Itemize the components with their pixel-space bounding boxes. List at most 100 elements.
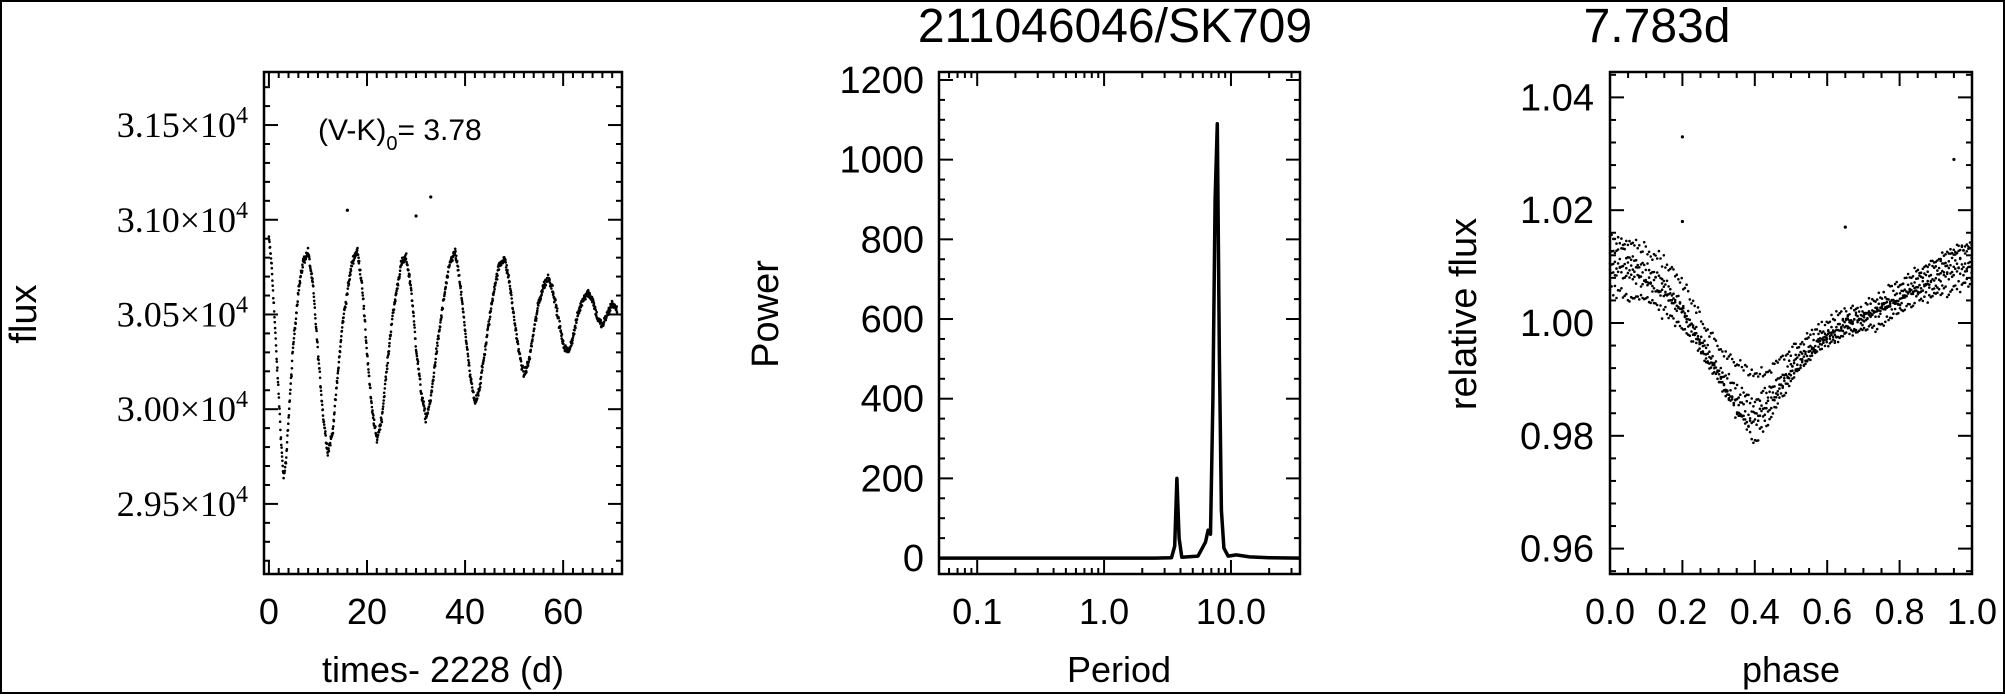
phase-folded-point bbox=[1778, 358, 1781, 361]
phase-folded-point bbox=[1906, 272, 1910, 276]
phase-folded-point bbox=[1729, 389, 1732, 392]
light-curve-point bbox=[359, 268, 362, 272]
flux-tick-times: ×10 bbox=[180, 389, 236, 429]
light-curve-point bbox=[291, 350, 295, 354]
phase-folded-point bbox=[1817, 322, 1820, 326]
light-curve-point bbox=[435, 341, 439, 345]
phase-folded-point bbox=[1809, 333, 1812, 337]
phase-folded-point bbox=[1711, 331, 1714, 335]
phase-folded-point bbox=[1740, 386, 1744, 390]
light-curve-point bbox=[468, 364, 471, 367]
light-curve-point bbox=[337, 360, 341, 364]
phase-folded-point bbox=[1955, 262, 1959, 266]
phase-folded-point bbox=[1869, 314, 1872, 318]
phase-folded-point bbox=[1636, 263, 1639, 267]
phase-folded-point bbox=[1945, 272, 1949, 276]
phase-folded-point bbox=[1686, 325, 1690, 328]
light-curve-point bbox=[559, 329, 563, 332]
phase-folded-point bbox=[1968, 260, 1972, 264]
light-curve-point bbox=[319, 386, 323, 389]
phase-folded-point bbox=[1612, 262, 1615, 266]
phase-folded-point bbox=[1836, 313, 1840, 317]
phase-folded-point bbox=[1626, 271, 1630, 275]
phase-folded-point bbox=[1628, 276, 1631, 279]
light-curve-point bbox=[348, 278, 352, 281]
light-curve-ticks bbox=[264, 72, 622, 574]
phase-folded-point bbox=[1673, 275, 1677, 278]
phase-folded-point bbox=[1724, 350, 1727, 353]
light-curve-point bbox=[408, 273, 411, 277]
light-curve-point bbox=[372, 414, 375, 417]
phase-folded-point bbox=[1699, 320, 1703, 323]
phase-folded-point bbox=[1827, 344, 1830, 348]
phase-folded-point bbox=[1765, 401, 1768, 405]
phase-folded-point bbox=[1919, 297, 1923, 301]
phase-folded-point bbox=[1646, 296, 1649, 299]
light-curve-point bbox=[312, 299, 316, 303]
light-curve-point bbox=[553, 300, 556, 304]
phase-folded-point bbox=[1690, 302, 1693, 305]
light-curve-point bbox=[482, 358, 486, 362]
phase-folded-point bbox=[1967, 285, 1970, 288]
phase-folded-point bbox=[1646, 253, 1649, 256]
light-curve-point bbox=[584, 298, 587, 301]
phase-folded-point bbox=[1721, 350, 1724, 353]
light-curve-point bbox=[398, 275, 401, 278]
phase-folded-point bbox=[1654, 302, 1657, 305]
phase-folded-point bbox=[1706, 361, 1709, 365]
light-curve-point bbox=[488, 318, 491, 321]
phase-folded-point bbox=[1763, 373, 1767, 376]
phase-folded-point bbox=[1954, 267, 1957, 271]
light-curve-point bbox=[517, 347, 520, 351]
phase-folded-point bbox=[1937, 266, 1941, 270]
flux-tick-label: 3.10×104 bbox=[117, 198, 248, 240]
phase-folded-point bbox=[1924, 283, 1928, 287]
phase-folded-point bbox=[1844, 318, 1848, 322]
light-curve-point bbox=[544, 283, 548, 287]
light-curve-point bbox=[592, 302, 596, 306]
light-curve-point bbox=[494, 281, 498, 284]
phase-folded-point bbox=[1719, 348, 1723, 351]
phase-tick-labels: 0.0 0.2 0.4 0.6 0.8 1.0 bbox=[1585, 591, 1997, 632]
phase-folded-point bbox=[1929, 273, 1933, 277]
phase-folded-point bbox=[1825, 336, 1828, 340]
phase-folded-point bbox=[1967, 245, 1970, 248]
phase-folded-point bbox=[1623, 247, 1626, 251]
phase-folded-point bbox=[1784, 373, 1788, 377]
phase-folded-point bbox=[1714, 372, 1718, 376]
phase-folded-point bbox=[1748, 372, 1752, 376]
light-curve-point bbox=[269, 252, 273, 255]
phase-folded-point bbox=[1885, 306, 1889, 310]
phase-folded-point bbox=[1875, 298, 1879, 301]
phase-folded-point bbox=[1968, 241, 1972, 244]
light-curve-point bbox=[479, 375, 483, 379]
light-curve-point bbox=[360, 287, 364, 290]
phase-folded-point bbox=[1884, 320, 1887, 324]
phase-folded-point bbox=[1685, 283, 1688, 287]
phase-folded-point bbox=[1843, 326, 1846, 329]
light-curve-point bbox=[313, 306, 317, 309]
phase-folded-point bbox=[1629, 258, 1633, 262]
light-curve-point bbox=[504, 261, 508, 264]
light-curve-point bbox=[464, 335, 468, 339]
phase-folded-point bbox=[1942, 271, 1946, 274]
flux-tick-exponent: 4 bbox=[236, 198, 248, 224]
phase-folded-point bbox=[1652, 287, 1656, 290]
phase-folded-point bbox=[1616, 248, 1620, 251]
phase-folded-point bbox=[1939, 259, 1942, 263]
light-curve-point bbox=[362, 304, 366, 308]
phase-folded-point bbox=[1929, 279, 1933, 283]
phase-folded-point bbox=[1730, 357, 1734, 361]
phase-folded-point bbox=[1722, 383, 1726, 387]
phase-folded-point bbox=[1916, 290, 1920, 294]
phase-folded-point bbox=[1890, 316, 1894, 320]
phase-folded-point bbox=[1804, 352, 1807, 356]
phase-folded-point bbox=[1812, 338, 1815, 342]
phase-folded-point bbox=[1701, 322, 1705, 326]
light-curve-point bbox=[512, 311, 515, 315]
light-curve-point bbox=[413, 326, 416, 329]
phase-folded-point bbox=[1748, 401, 1752, 405]
light-curve-point bbox=[367, 374, 371, 378]
phase-folded-point bbox=[1958, 248, 1962, 252]
light-curve-point bbox=[391, 314, 394, 318]
